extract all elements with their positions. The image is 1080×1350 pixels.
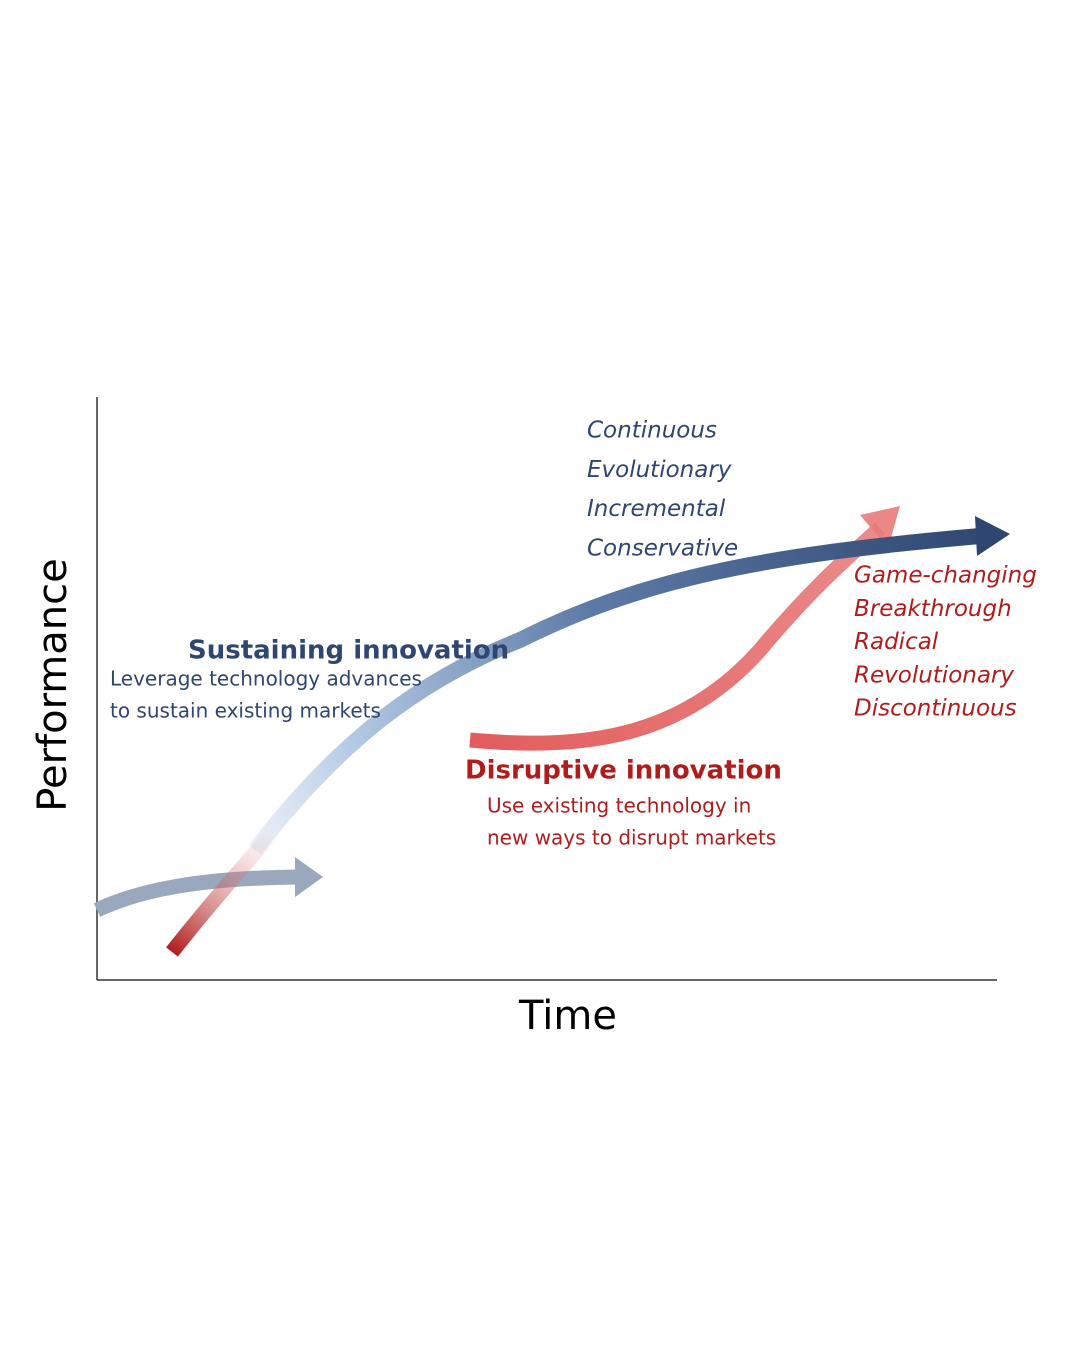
old-arrow-head <box>295 857 323 897</box>
disruptive-origin <box>166 825 281 957</box>
old-arrow <box>93 869 299 917</box>
disruptive-trait: Radical <box>854 629 939 655</box>
disruptive-description: Use existing technology in <box>487 794 751 818</box>
x-axis-label: Time <box>518 993 617 1039</box>
disruptive-arrow <box>469 522 886 751</box>
disruptive-trait: Game-changing <box>854 563 1037 589</box>
sustaining-trait: Conservative <box>587 535 738 561</box>
sustaining-description: Leverage technology advances <box>110 667 422 691</box>
disruptive-title: Disruptive innovation <box>465 756 782 786</box>
sustaining-arrow <box>248 528 981 855</box>
disruptive-trait: Breakthrough <box>854 596 1012 622</box>
sustaining-description: to sustain existing markets <box>110 699 381 723</box>
disruptive-trait: Revolutionary <box>854 662 1014 688</box>
y-axis-label: Performance <box>30 558 76 811</box>
sustaining-trait: Continuous <box>587 418 717 444</box>
disruptive-trait: Discontinuous <box>854 696 1017 722</box>
disruptive-description: new ways to disrupt markets <box>487 826 776 850</box>
sustaining-trait: Evolutionary <box>587 457 732 483</box>
sustaining-title: Sustaining innovation <box>188 636 509 666</box>
sustaining-trait: Incremental <box>587 496 726 522</box>
sustaining-arrow-head <box>975 516 1010 556</box>
